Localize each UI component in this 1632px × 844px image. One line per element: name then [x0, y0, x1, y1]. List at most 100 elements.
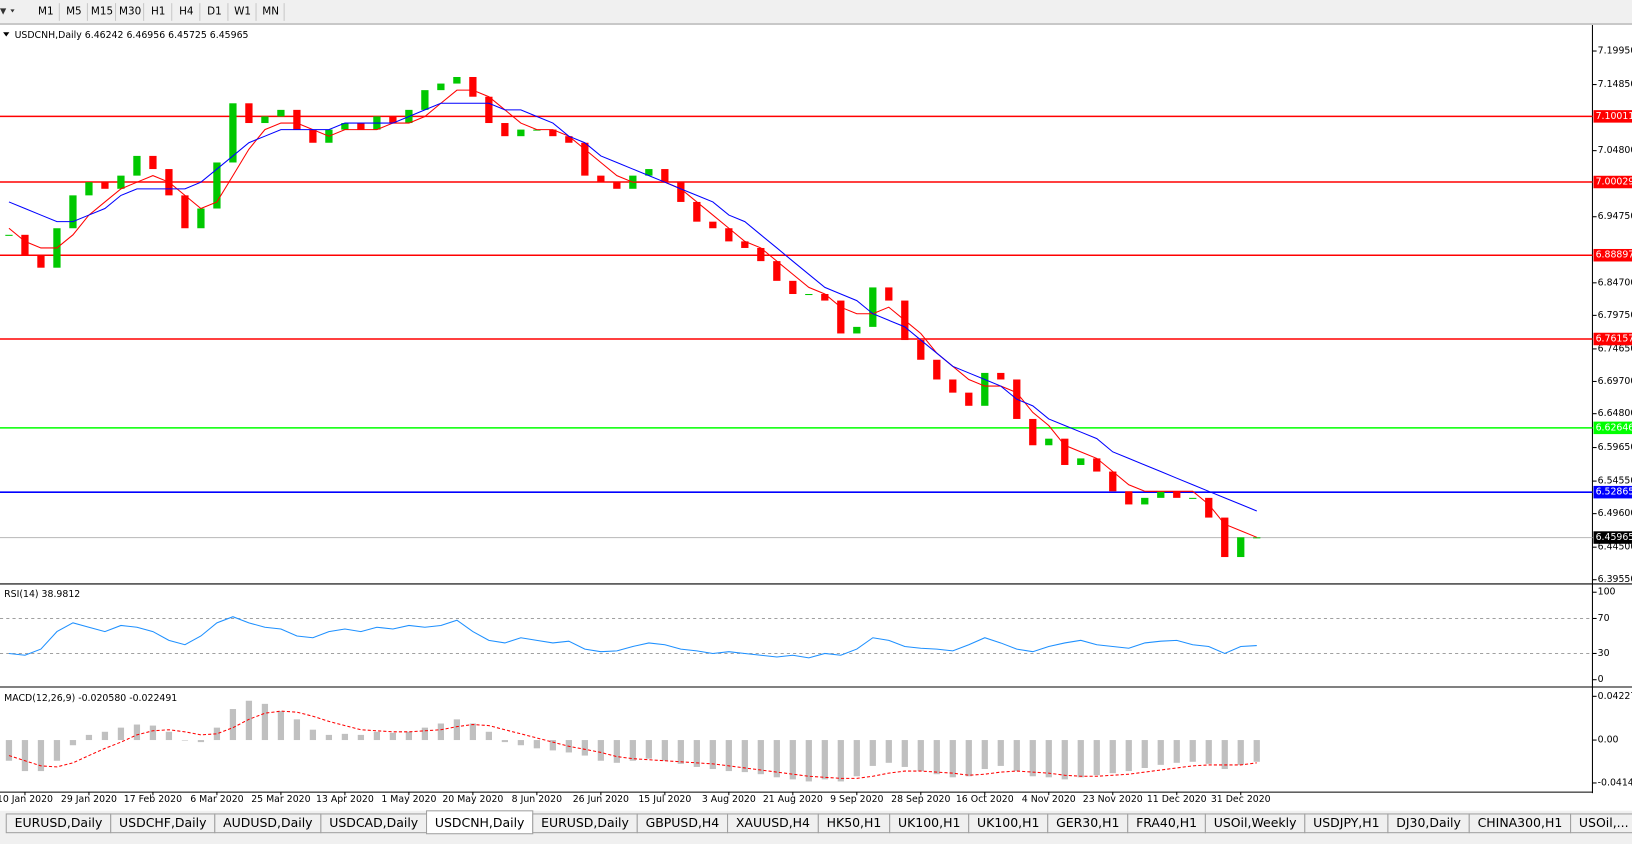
- candle: [85, 182, 93, 196]
- x-tick-label: 28 Sep 2020: [891, 794, 950, 805]
- timeframe-button[interactable]: H1: [151, 5, 165, 17]
- tab[interactable]: GER30,H1: [1047, 813, 1129, 834]
- tab[interactable]: DJ30,Daily: [1387, 813, 1470, 834]
- macd-bar: [469, 723, 476, 741]
- macd-bar: [1045, 740, 1052, 778]
- candle: [981, 372, 989, 406]
- macd-bar: [309, 729, 317, 741]
- tab-label[interactable]: CHINA300,H1: [1478, 815, 1563, 830]
- toolbar-icon[interactable]: [0, 8, 15, 15]
- candle: [853, 326, 861, 334]
- timeframe-button[interactable]: D1: [207, 5, 222, 17]
- macd-bar: [69, 740, 77, 746]
- tab-label[interactable]: USOil,Weekly: [1214, 815, 1297, 830]
- candle: [101, 182, 109, 189]
- macd-bar: [869, 740, 876, 766]
- tab[interactable]: USOil,Weekly: [1204, 813, 1306, 834]
- macd-bar: [1125, 740, 1132, 772]
- tab[interactable]: HK50,H1: [817, 813, 891, 834]
- y-tick-label: 6.74650: [1598, 343, 1632, 354]
- candle: [821, 294, 829, 301]
- candle: [661, 169, 669, 183]
- tab-label[interactable]: USDCHF,Daily: [119, 815, 206, 830]
- macd-bar: [341, 733, 349, 741]
- macd-bar: [437, 723, 445, 741]
- level-price-box: [1593, 110, 1632, 123]
- macd-bar: [85, 734, 93, 741]
- macd-bar: [709, 740, 716, 770]
- tab-label[interactable]: UK100,H1: [898, 815, 960, 830]
- tab[interactable]: USDJPY,H1: [1304, 813, 1389, 834]
- macd-bar: [645, 740, 652, 759]
- macd-bar: [245, 700, 253, 741]
- candle: [1205, 497, 1213, 518]
- y-tick-label: 6.44500: [1598, 542, 1632, 553]
- y-tick-label: 6.69700: [1598, 376, 1632, 387]
- level-price-label: 7.00029: [1596, 177, 1632, 188]
- tab-label[interactable]: EURUSD,Daily: [15, 815, 103, 830]
- timeframe-button[interactable]: M15: [91, 5, 113, 17]
- x-tick-label: 20 May 2020: [442, 794, 503, 805]
- tab-label[interactable]: DJ30,Daily: [1396, 815, 1461, 830]
- tab-label[interactable]: GBPUSD,H4: [646, 815, 720, 830]
- tab-label[interactable]: AUDUSD,Daily: [223, 815, 312, 830]
- timeframe-button[interactable]: M30: [119, 5, 141, 17]
- macd-bar: [533, 740, 540, 749]
- y-tick-label: 6.79750: [1598, 310, 1632, 321]
- timeframe-button[interactable]: M1: [38, 5, 54, 17]
- macd-bar: [21, 740, 29, 772]
- candle: [789, 280, 797, 295]
- tab-label[interactable]: XAUUSD,H4: [736, 815, 810, 830]
- tab[interactable]: UK100,H1: [889, 813, 970, 834]
- tab-label[interactable]: USDJPY,H1: [1313, 815, 1379, 830]
- macd-bar: [517, 740, 524, 746]
- macd-bar: [805, 740, 812, 782]
- macd-bar: [1061, 740, 1068, 780]
- tab[interactable]: USDCNH,Daily: [426, 810, 534, 835]
- timeframe-button[interactable]: H4: [179, 5, 194, 17]
- tab-label[interactable]: GER30,H1: [1056, 815, 1119, 830]
- candle: [469, 76, 477, 97]
- timeframe-button[interactable]: W1: [234, 5, 251, 17]
- tab[interactable]: USOil,...: [1570, 813, 1632, 834]
- level-price-box: [1593, 248, 1632, 262]
- tab-label[interactable]: EURUSD,Daily: [541, 815, 629, 830]
- tab[interactable]: AUDUSD,Daily: [214, 813, 322, 834]
- tab[interactable]: UK100,H1: [968, 813, 1049, 834]
- rsi-line: [8, 616, 1257, 659]
- timeframe-button[interactable]: M5: [66, 5, 82, 17]
- tab-label[interactable]: UK100,H1: [977, 815, 1039, 830]
- candle: [581, 142, 589, 176]
- macd-bar: [1093, 740, 1100, 776]
- tab-label[interactable]: FRA40,H1: [1136, 815, 1197, 830]
- macd-bar: [901, 740, 908, 767]
- candle: [597, 175, 605, 183]
- tab[interactable]: XAUUSD,H4: [727, 813, 819, 834]
- candle: [5, 234, 13, 236]
- macd-bar: [741, 740, 748, 773]
- tab[interactable]: USDCAD,Daily: [320, 813, 428, 834]
- tab[interactable]: EURUSD,Daily: [5, 813, 112, 834]
- tab[interactable]: GBPUSD,H4: [636, 813, 729, 834]
- level-price-box: [1593, 531, 1632, 544]
- timeframe-button[interactable]: MN: [262, 5, 279, 17]
- x-tick-label: 6 Mar 2020: [190, 794, 243, 805]
- tab[interactable]: USDCHF,Daily: [110, 813, 216, 834]
- candle: [677, 182, 685, 202]
- candle: [117, 175, 125, 189]
- tab-label[interactable]: HK50,H1: [827, 815, 882, 830]
- macd-bar: [229, 709, 237, 741]
- tab[interactable]: FRA40,H1: [1127, 813, 1206, 834]
- tab[interactable]: EURUSD,Daily: [532, 813, 638, 834]
- level-price-label: 6.52865: [1596, 487, 1632, 498]
- y-tick-label: 70: [1598, 613, 1610, 624]
- x-tick-label: 26 Jun 2020: [573, 794, 629, 805]
- tab-label[interactable]: USDCNH,Daily: [435, 815, 525, 830]
- macd-bar: [1221, 740, 1228, 770]
- tab-label[interactable]: USOil,...: [1579, 815, 1629, 830]
- candle: [1029, 418, 1037, 446]
- level-price-label: 7.10011: [1596, 111, 1632, 122]
- macd-bar: [965, 740, 972, 777]
- tab[interactable]: CHINA300,H1: [1468, 813, 1572, 834]
- tab-label[interactable]: USDCAD,Daily: [329, 815, 418, 830]
